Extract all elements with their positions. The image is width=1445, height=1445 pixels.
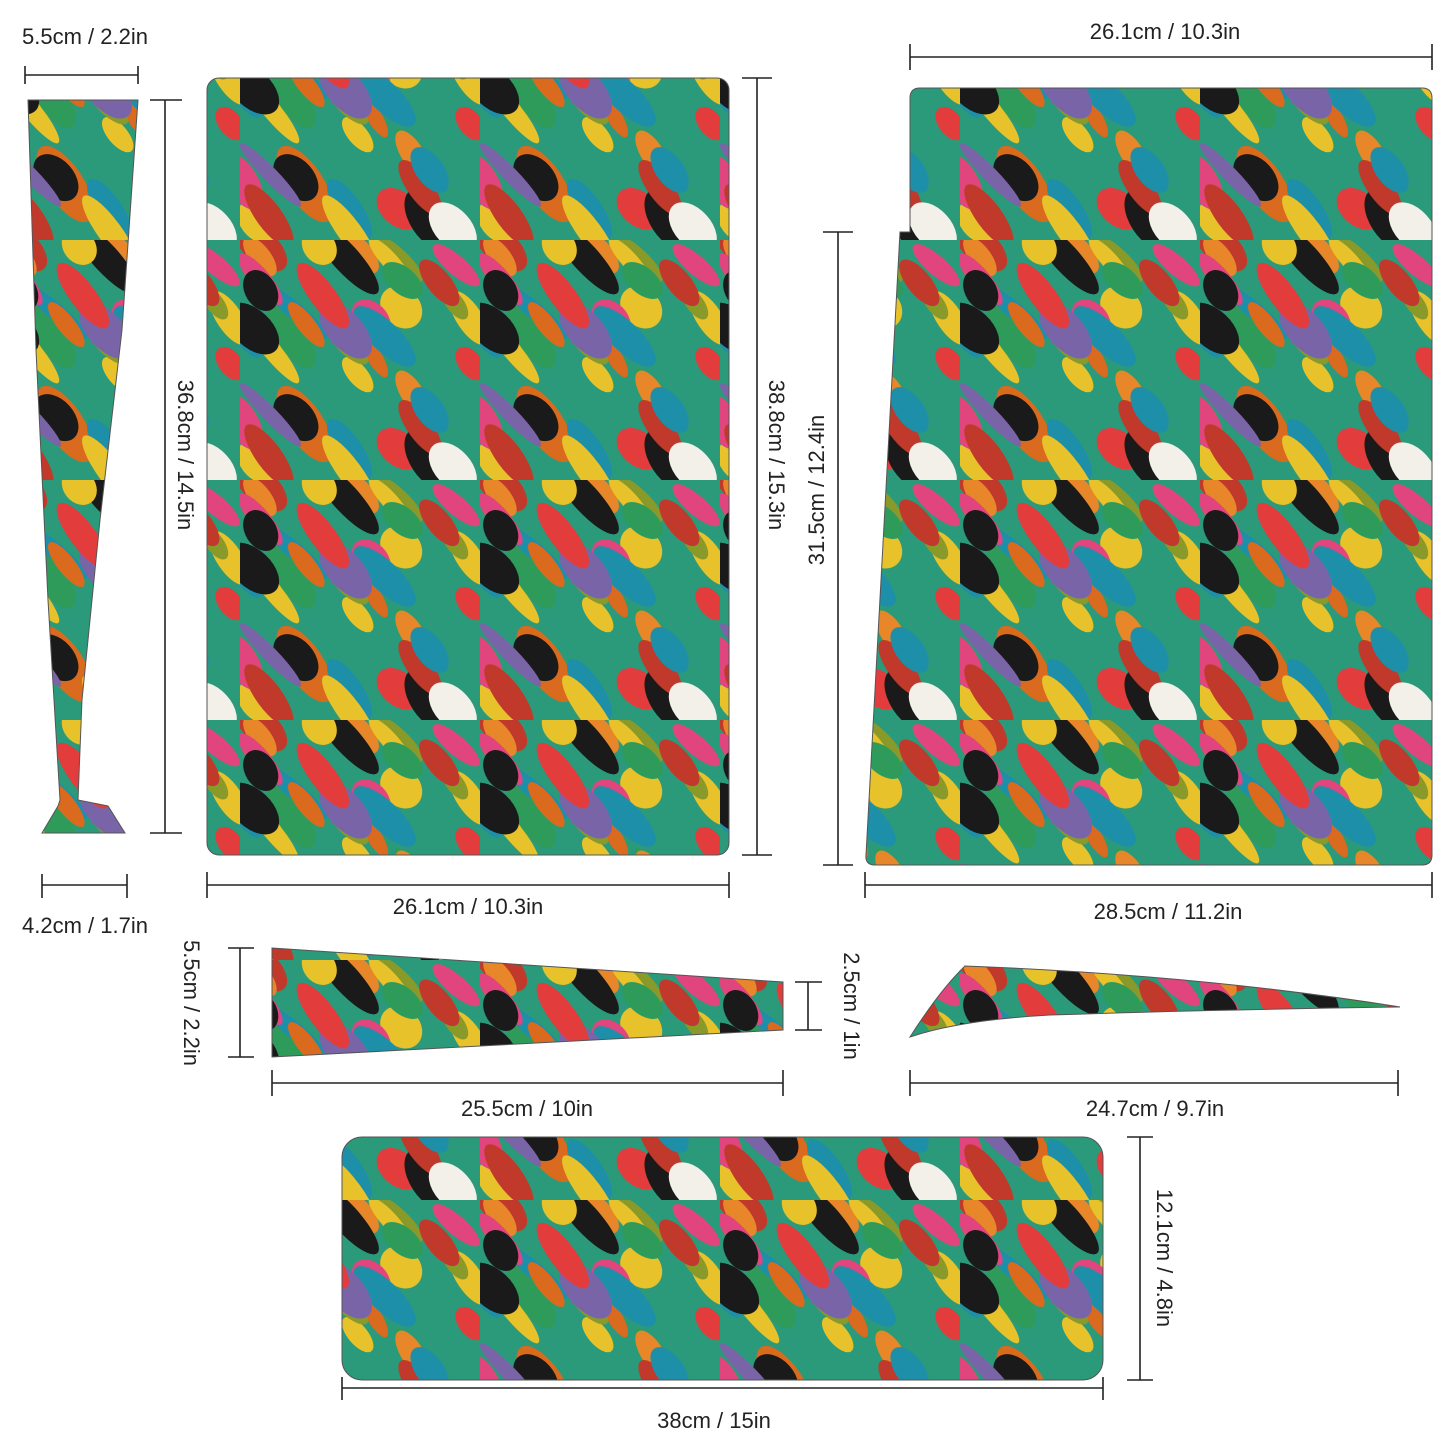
dimension-label: 5.5cm / 2.2in [179, 940, 204, 1066]
blade-strip [908, 965, 1401, 1038]
dimension-line [909, 44, 1433, 70]
dimension-label: 38.8cm / 15.3in [764, 380, 789, 530]
dimension-line [823, 231, 853, 866]
dimension-label: 38cm / 15in [657, 1408, 771, 1433]
side-strip [27, 99, 139, 834]
dimension-line [795, 981, 822, 1031]
front-panel [206, 77, 730, 856]
back-panel [865, 87, 1433, 866]
dimension-label: 12.1cm / 4.8in [1152, 1189, 1177, 1327]
dimension-line [228, 947, 254, 1058]
controller-panel [341, 1136, 1104, 1381]
dimension-line [1127, 1136, 1153, 1381]
dimension-label: 25.5cm / 10in [461, 1096, 593, 1121]
dimension-label: 4.2cm / 1.7in [22, 913, 148, 938]
dimension-line [864, 872, 1433, 898]
dimension-line [150, 99, 182, 834]
dimension-label: 31.5cm / 12.4in [804, 415, 829, 565]
dimension-line [909, 1070, 1399, 1096]
dimension-label: 5.5cm / 2.2in [22, 24, 148, 49]
dimension-line [41, 874, 128, 898]
dimension-line [742, 77, 772, 856]
dimension-line [271, 1070, 784, 1096]
dimension-line [341, 1377, 1104, 1400]
dimension-line [24, 66, 139, 84]
dimension-label: 28.5cm / 11.2in [1094, 899, 1243, 924]
dimension-label: 26.1cm / 10.3in [393, 894, 543, 919]
tapered-strip [271, 947, 784, 1058]
dimension-label: 2.5cm / 1in [839, 952, 864, 1060]
dimension-label: 26.1cm / 10.3in [1090, 19, 1240, 44]
dimension-label: 36.8cm / 14.5in [173, 380, 198, 530]
dimension-label: 24.7cm / 9.7in [1086, 1096, 1224, 1121]
dimension-line [206, 872, 730, 898]
